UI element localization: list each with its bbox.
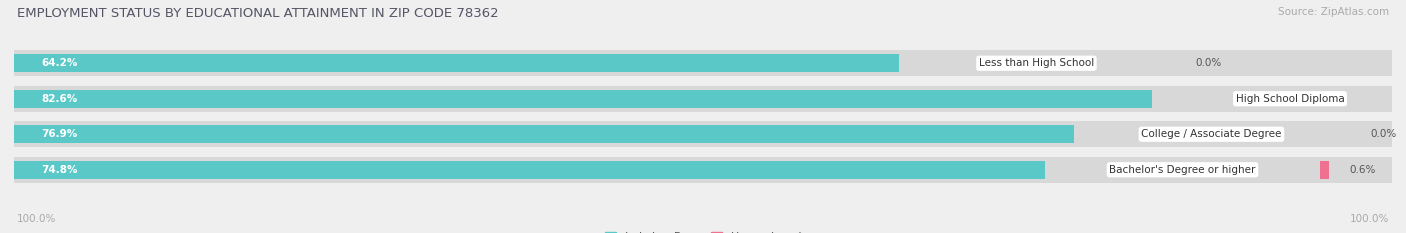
Bar (14, 161, 1045, 179)
Bar (14, 89, 1152, 108)
Text: 0.6%: 0.6% (1350, 165, 1375, 175)
Bar (1320, 161, 1329, 179)
Text: 100.0%: 100.0% (1350, 214, 1389, 224)
Text: Source: ZipAtlas.com: Source: ZipAtlas.com (1278, 7, 1389, 17)
Text: College / Associate Degree: College / Associate Degree (1142, 129, 1282, 139)
Text: 82.6%: 82.6% (42, 94, 77, 104)
Bar (14, 86, 1392, 112)
Bar (14, 125, 1074, 144)
Bar (14, 121, 1392, 147)
Text: Bachelor's Degree or higher: Bachelor's Degree or higher (1109, 165, 1256, 175)
Bar (14, 54, 898, 72)
Bar (14, 51, 1392, 76)
Text: 0.0%: 0.0% (1195, 58, 1222, 68)
Text: Less than High School: Less than High School (979, 58, 1094, 68)
Text: 0.0%: 0.0% (1369, 129, 1396, 139)
Text: 100.0%: 100.0% (17, 214, 56, 224)
Text: 74.8%: 74.8% (42, 165, 79, 175)
Text: 64.2%: 64.2% (42, 58, 77, 68)
Bar (14, 157, 1392, 182)
Text: High School Diploma: High School Diploma (1236, 94, 1344, 104)
Text: EMPLOYMENT STATUS BY EDUCATIONAL ATTAINMENT IN ZIP CODE 78362: EMPLOYMENT STATUS BY EDUCATIONAL ATTAINM… (17, 7, 499, 20)
Text: 76.9%: 76.9% (42, 129, 77, 139)
Legend: In Labor Force, Unemployed: In Labor Force, Unemployed (605, 232, 801, 233)
